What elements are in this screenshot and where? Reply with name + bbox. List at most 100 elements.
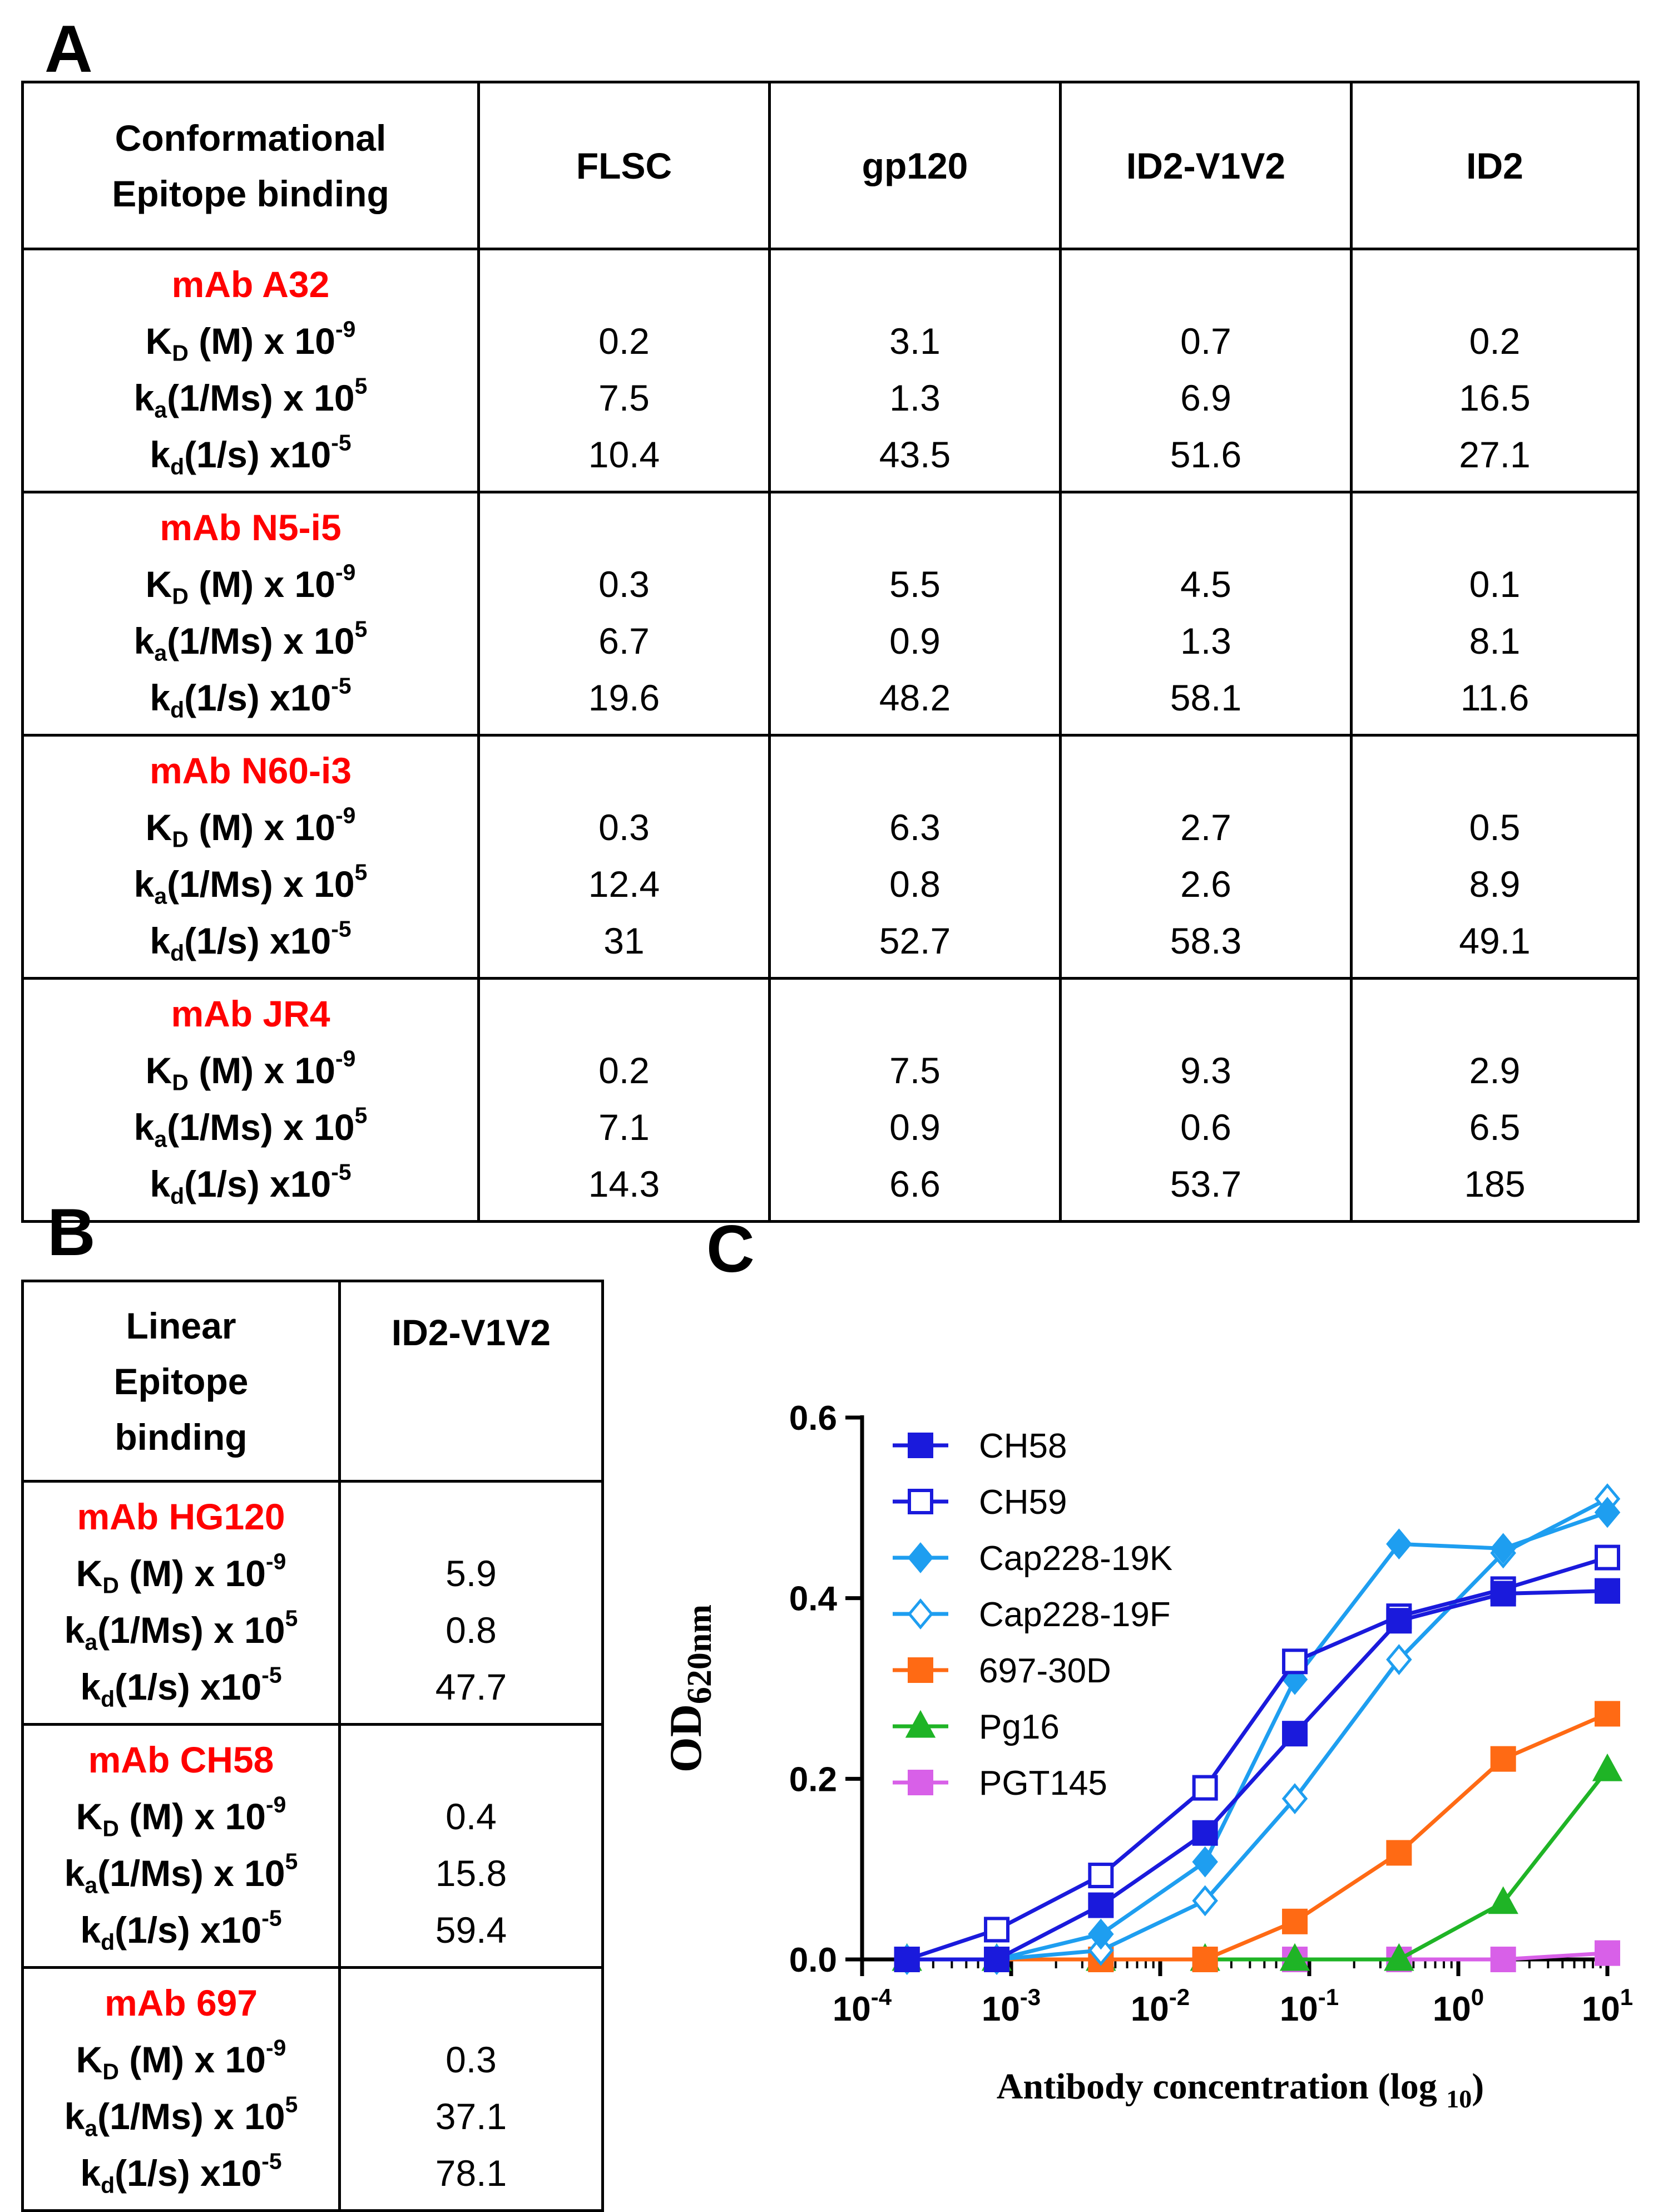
metric-sub: d [101,2172,115,2198]
metric-label: kd(1/s) x10-5 [24,426,477,483]
spacer [480,499,768,556]
legend-item: CH59 [893,1483,1067,1522]
metric-text: (1/Ms) x 10 [167,863,355,905]
data-point [1088,1934,1114,1966]
data-point [1595,1940,1620,1966]
table-value: 51.6 [1170,434,1242,475]
metric-label: KD (M) x 10-9 [24,1788,338,1845]
legend-marker [907,1542,934,1573]
metric-text: (1/s) x10 [184,677,331,718]
data-point [1192,1947,1218,1972]
metric-sub: d [101,1686,115,1712]
table-a-row-header-line: Epitope binding [112,172,389,214]
x-tick-exponent: -2 [1169,1984,1190,2010]
y-tick-label: 0.4 [789,1580,838,1618]
series-line [907,1589,1608,1962]
metric-text: (M) x 10 [118,1553,266,1594]
metric-label: ka(1/Ms) x 105 [24,2088,338,2145]
legend-label: Cap228-19K [979,1539,1172,1578]
x-axis-title-end: ) [1472,2066,1484,2107]
data-point [1386,1644,1412,1675]
metric-base: K [76,2039,103,2080]
metric-sup: -9 [335,1045,356,1072]
data-point [1282,1721,1308,1747]
metric-base: k [150,677,171,718]
table-value: 7.5 [889,1050,941,1091]
metric-sub: d [170,1183,185,1209]
data-point [1281,1783,1308,1814]
table-value: 0.7 [1180,320,1231,362]
antibody-name: mAb 697 [104,1982,258,2023]
x-tick-base: 10 [1131,1990,1169,2028]
x-tick-exponent: -1 [1318,1984,1339,2010]
legend-label: PGT145 [979,1764,1107,1803]
data-point [1595,1701,1620,1727]
table-b-row-header-line: Linear [126,1305,236,1346]
x-axis-title-text: Antibody concentration (log [997,2066,1447,2107]
table-value: 7.1 [598,1107,650,1148]
y-tick-label: 0.6 [789,1399,837,1438]
table-value: 185 [1464,1163,1526,1204]
table-value: 0.3 [598,564,650,605]
spacer [341,1488,601,1545]
legend-item: CH58 [893,1427,1067,1465]
x-tick-exponent: 1 [1620,1984,1633,2010]
x-tick-base: 10 [833,1990,871,2028]
metric-label: kd(1/s) x10-5 [24,1156,477,1212]
x-tick-exponent: -4 [871,1984,892,2010]
x-axis-title-sub: 10 [1446,2085,1472,2113]
table-value: 48.2 [879,677,951,718]
table-row: mAb JR4 KD (M) x 10-9 ka(1/Ms) x 105 kd(1/s… [21,977,1640,1223]
metric-sub: a [154,640,167,666]
table-value: 19.6 [588,677,660,718]
metric-label: KD (M) x 10-9 [24,1545,338,1602]
y-axis-title-base: OD [660,1704,711,1772]
metric-sub: D [172,1069,189,1095]
metric-sup: 5 [285,1605,298,1631]
table-value: 0.1 [1469,564,1521,605]
metric-text: (1/s) x10 [115,1666,262,1707]
spacer [1062,256,1350,313]
metric-text: (1/s) x10 [184,1163,331,1204]
metric-sub: D [172,583,189,609]
legend-label: 697-30D [979,1652,1111,1690]
metric-base: k [150,434,171,475]
metric-sup: 5 [285,2091,298,2117]
value-cell: 0.3 37.1 78.1 [338,1966,604,2212]
metric-text: (1/Ms) x 10 [97,1609,285,1651]
metric-base: k [80,1909,101,1951]
metric-base: k [64,1853,85,1894]
table-a-row-header-line: Conformational [115,117,387,159]
table-value: 0.4 [446,1796,497,1837]
metric-label: kd(1/s) x10-5 [24,1658,338,1715]
spacer [341,1974,601,2031]
data-point [1490,1533,1516,1564]
spacer [480,742,768,799]
metric-sup: -5 [261,2148,282,2174]
metric-sub: a [154,1126,167,1152]
data-point [1282,1648,1308,1675]
x-tick-label: 10-3 [982,1984,1041,2028]
metric-sub: a [85,1872,98,1898]
antibody-name: mAb N60-i3 [149,750,352,791]
metric-sub: a [85,1629,98,1655]
data-point [984,1917,1010,1943]
x-tick-label: 10-2 [1131,1984,1190,2028]
spacer [771,256,1059,313]
value-cell: 0.5 8.9 49.1 [1350,734,1640,980]
metric-label: KD (M) x 10-9 [24,313,477,369]
metric-text: (1/Ms) x 10 [97,2096,285,2137]
metric-sub: a [85,2115,98,2141]
table-b-row-header-line: Epitope [113,1360,249,1402]
table-value: 9.3 [1180,1050,1231,1091]
metric-sup: 5 [354,1102,368,1128]
metric-text: (1/Ms) x 10 [97,1853,285,1894]
legend-marker [908,1770,933,1795]
legend-marker [905,1710,936,1738]
table-value: 11.6 [1460,677,1530,718]
metric-sub: D [172,340,189,366]
metric-base: k [133,863,155,905]
value-cell: 0.7 6.9 51.6 [1059,248,1353,493]
table-b-row-header-line: binding [115,1416,248,1458]
value-cell: 0.4 15.8 59.4 [338,1723,604,1969]
